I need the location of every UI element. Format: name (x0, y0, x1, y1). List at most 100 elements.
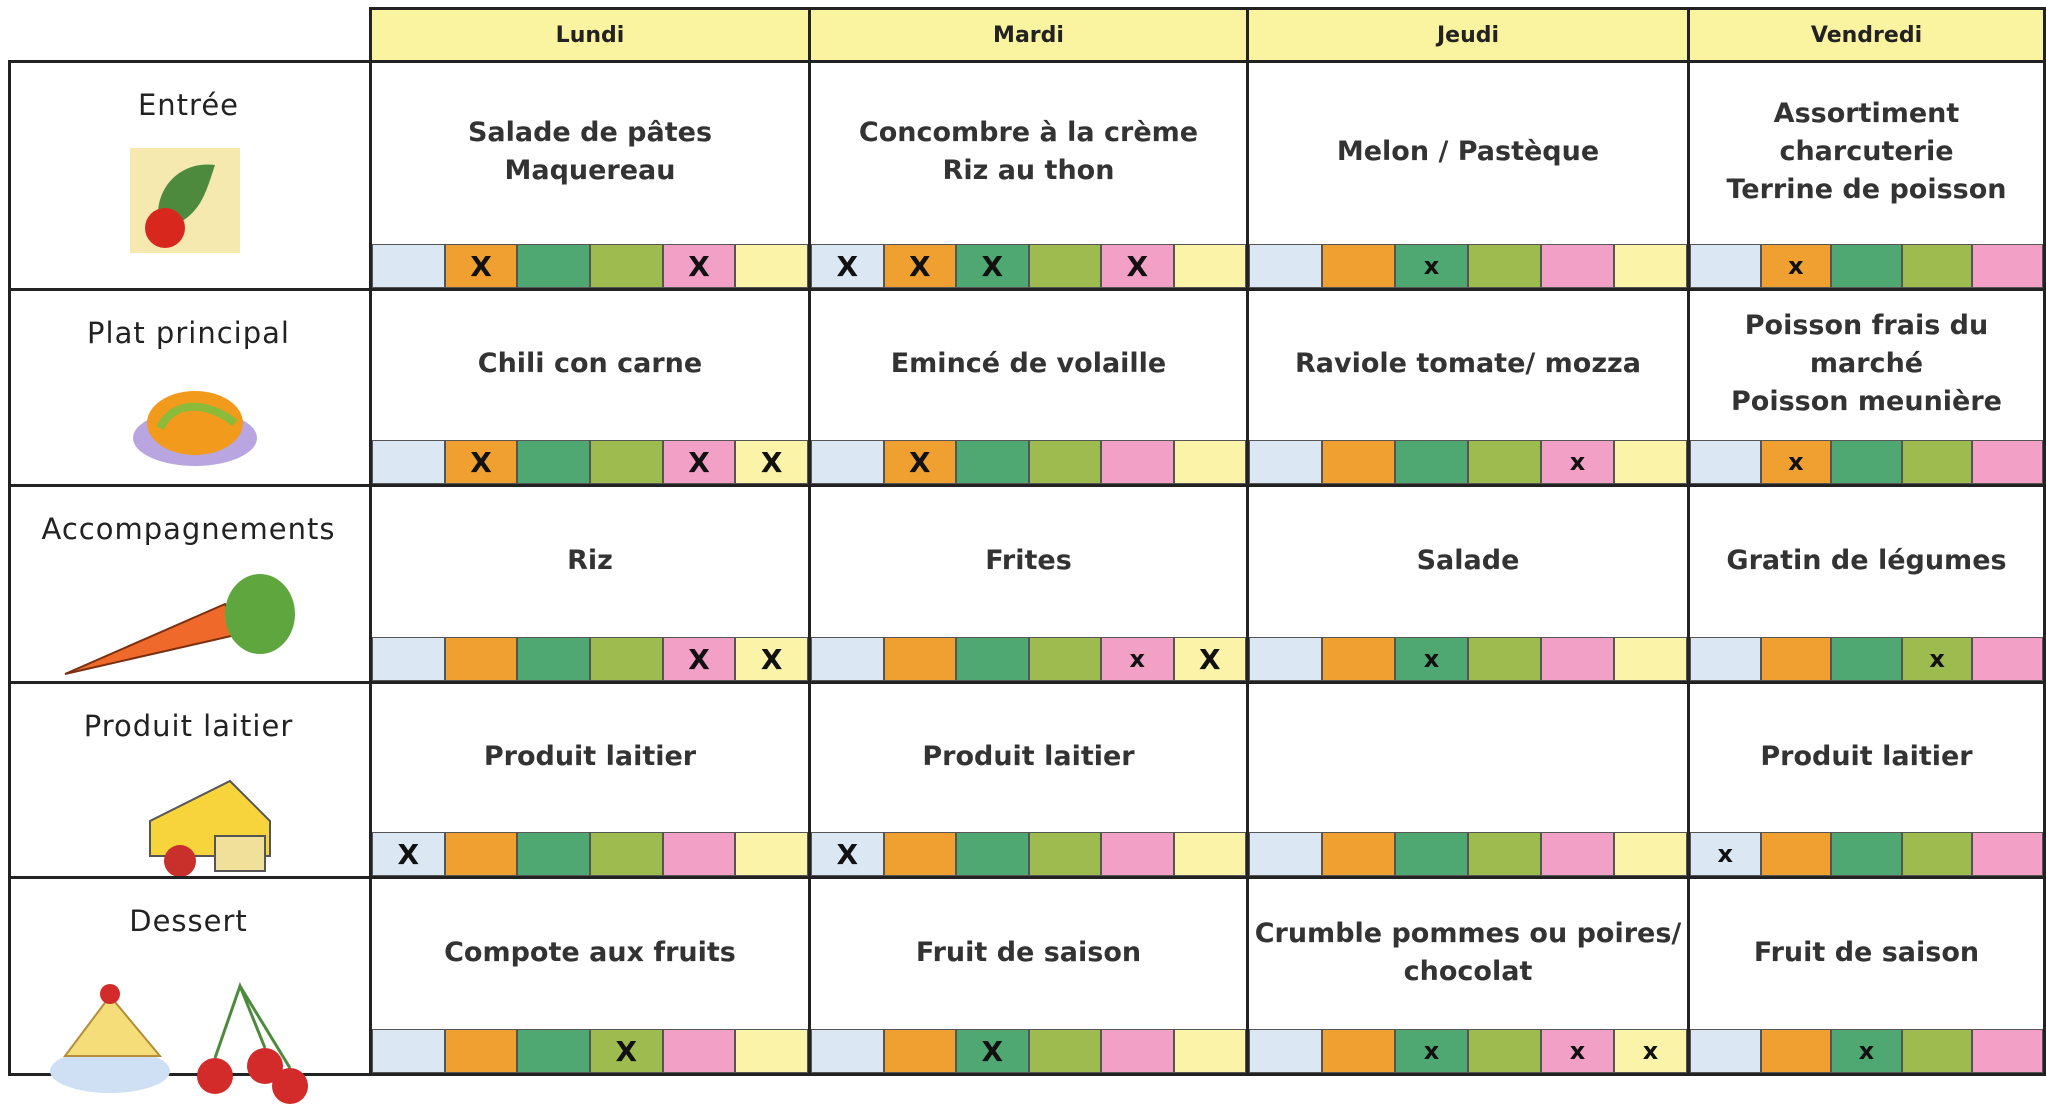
marker-box (372, 244, 445, 288)
dish: Concombre à la crème Riz au thon (811, 63, 1246, 241)
marker-box: x (1395, 637, 1468, 681)
marker-box (517, 440, 590, 484)
marker-box: X (956, 1029, 1029, 1073)
marker-box (1541, 244, 1614, 288)
marker-box (1028, 637, 1101, 681)
marker-box (1541, 637, 1614, 681)
marker-box (662, 1029, 736, 1073)
marker-box (956, 637, 1029, 681)
marker-box (1831, 440, 1902, 484)
marker-box: x (1541, 1029, 1614, 1073)
marker-box (1760, 637, 1832, 681)
marker-box (662, 832, 736, 876)
dish-line: Riz (567, 544, 613, 576)
icon (130, 148, 240, 253)
marker-box: X (662, 244, 736, 288)
marker-box (883, 832, 956, 876)
marker-box (444, 637, 518, 681)
marker-box (1901, 244, 1973, 288)
dish: Emincé de volaille (811, 291, 1246, 437)
course-icon (40, 956, 340, 1110)
marker-box (1901, 1029, 1973, 1073)
marker-box (590, 244, 663, 288)
marker-box: X (590, 1029, 663, 1073)
dish (1249, 684, 1687, 829)
dish-line: Riz au thon (942, 155, 1115, 186)
dish: Riz (372, 487, 808, 634)
marker-box (1249, 637, 1322, 681)
marker-box (811, 440, 884, 484)
course-label: Dessert (129, 904, 248, 938)
dish: Frites (811, 487, 1246, 634)
dish-line: Raviole tomate/ mozza (1294, 348, 1641, 379)
marker-box (372, 1029, 445, 1073)
marker-box (883, 637, 956, 681)
dish-line: Fruit de saison (915, 936, 1142, 968)
marker-box (517, 832, 590, 876)
dish: Produit laitier (811, 684, 1246, 829)
marker-box (444, 1029, 518, 1073)
dish-line: Produit laitier (483, 740, 697, 772)
dish: Melon / Pastèque (1249, 63, 1687, 241)
marker-box (1690, 637, 1761, 681)
dish: Poisson frais du marché Poisson meunière (1690, 291, 2043, 437)
marker-box: X (883, 244, 956, 288)
marker-box (1395, 832, 1468, 876)
marker-box (1760, 1029, 1832, 1073)
dish-line: Crumble pommes ou poires/ (1254, 917, 1682, 949)
marker-box (1101, 1029, 1174, 1073)
page: {"days": ["Lundi", "Mardi", "Jeudi", "Ve… (8, 7, 2046, 1104)
marker-box: X (735, 637, 808, 681)
marker-box (1468, 244, 1541, 288)
marker-box (1831, 244, 1902, 288)
marker-box (1468, 440, 1541, 484)
icon (149, 779, 271, 877)
marker-box (517, 637, 590, 681)
icon (133, 391, 257, 466)
dish: Compote aux fruits (372, 879, 808, 1026)
marker-box: x (1395, 1029, 1468, 1073)
dish-line: Poisson frais du marché (1744, 310, 1989, 379)
marker-box (1614, 637, 1687, 681)
marker-box (1028, 1029, 1101, 1073)
marker-box: x (1101, 637, 1174, 681)
marker-box (1901, 440, 1973, 484)
marker-box (1173, 440, 1246, 484)
marker-box: X (444, 244, 518, 288)
marker-box (1249, 1029, 1322, 1073)
marker-box (883, 1029, 956, 1073)
dish-line: Poisson meunière (1731, 386, 2002, 417)
dish-line: Concombre à la crème (858, 117, 1199, 148)
marker-box: X (1173, 637, 1246, 681)
marker-box (1901, 832, 1973, 876)
marker-box (1322, 1029, 1395, 1073)
course-icon (120, 761, 290, 885)
marker-box (1322, 637, 1395, 681)
marker-box (956, 832, 1029, 876)
marker-box: X (735, 440, 808, 484)
marker-box (590, 832, 663, 876)
marker-box (590, 637, 663, 681)
marker-box (1173, 1029, 1246, 1073)
course-label: Accompagnements (41, 512, 336, 546)
marker-box: x (1395, 244, 1468, 288)
marker-box: x (1614, 1029, 1687, 1073)
marker-box (1972, 1029, 2043, 1073)
marker-box (1468, 1029, 1541, 1073)
marker-box (1249, 244, 1322, 288)
marker-box (1468, 832, 1541, 876)
dish-line: Produit laitier (1760, 740, 1973, 772)
dish: Assortiment charcuterie Terrine de poisso… (1690, 63, 2043, 241)
dish: Fruit de saison (811, 879, 1246, 1026)
marker-box (1395, 440, 1468, 484)
marker-box (1760, 832, 1832, 876)
marker-box (444, 832, 518, 876)
marker-box (1173, 244, 1246, 288)
dish: Salade (1249, 487, 1687, 634)
marker-box (1101, 832, 1174, 876)
dish-line: Assortiment charcuterie (1773, 98, 1960, 167)
course-label: Plat principal (87, 316, 290, 350)
marker-box (1831, 637, 1902, 681)
dish: Fruit de saison (1690, 879, 2043, 1026)
marker-box: x (1690, 832, 1761, 876)
